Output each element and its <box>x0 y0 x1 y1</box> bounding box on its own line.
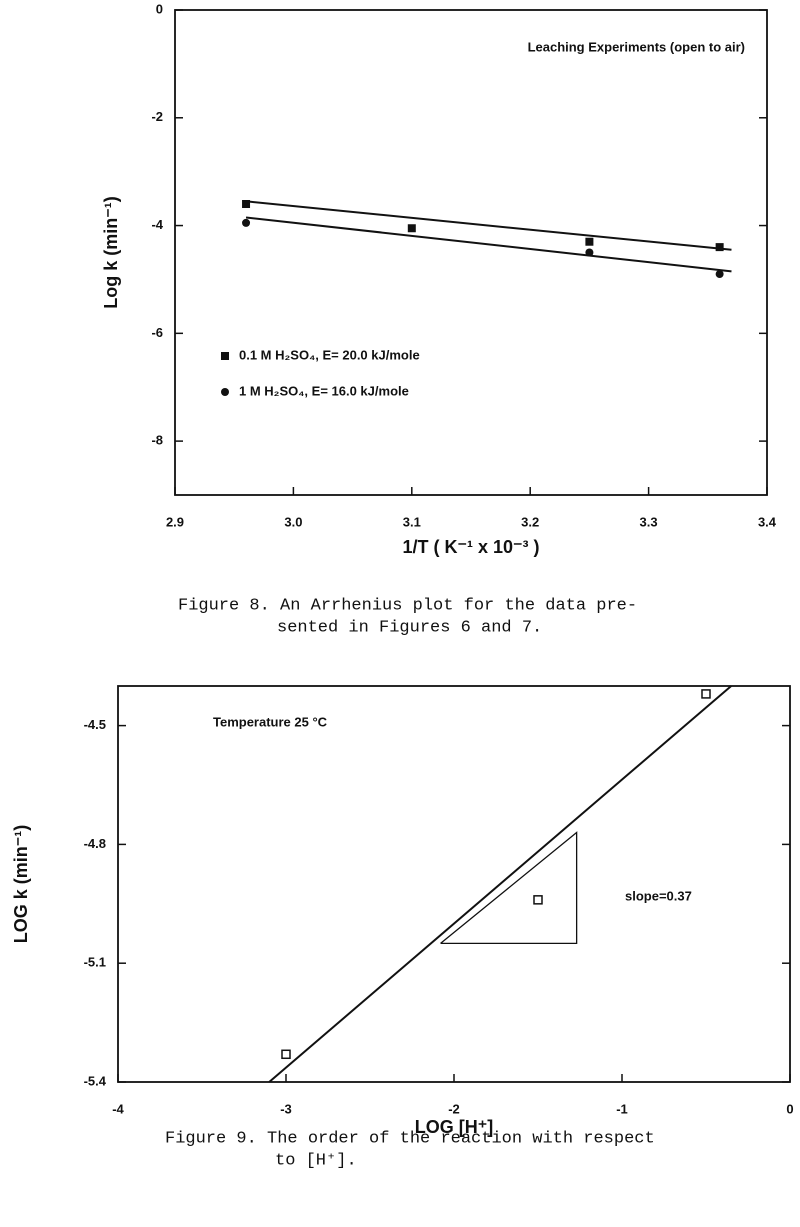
fit-line <box>245 216 732 273</box>
y-tick-label: -4 <box>151 217 163 232</box>
point <box>585 237 594 246</box>
y-tick-label: -5.4 <box>84 1073 107 1088</box>
x-tick-label: 3.3 <box>640 514 658 529</box>
x-tick-label: 3.4 <box>758 514 777 529</box>
annotation: slope=0.37 <box>625 888 692 903</box>
y-tick-label: -8 <box>151 433 163 448</box>
plot-frame <box>117 685 791 1083</box>
fit-line <box>268 685 732 1083</box>
x-tick-label: 3.0 <box>284 514 302 529</box>
point <box>585 248 594 257</box>
x-tick-label: -1 <box>616 1101 628 1116</box>
y-tick-label: -5.1 <box>84 955 106 970</box>
x-tick-label: 3.1 <box>403 514 421 529</box>
x-tick-label: 0 <box>786 1101 793 1116</box>
y-tick-label: 0 <box>156 1 163 16</box>
annotation: Leaching Experiments (open to air) <box>528 39 745 54</box>
x-tick-label: -3 <box>280 1101 292 1116</box>
fit-line <box>245 200 732 251</box>
plot-frame <box>174 9 768 496</box>
legend-marker <box>221 388 229 396</box>
caption: to [H⁺]. <box>275 1151 357 1170</box>
x-axis-label: 1/T ( K⁻¹ x 10⁻³ ) <box>402 537 539 557</box>
caption: Figure 9. The order of the reaction with… <box>165 1129 655 1148</box>
y-tick-label: -6 <box>151 325 163 340</box>
point <box>715 243 724 252</box>
x-axis-label: LOG [H⁺] <box>415 1117 494 1137</box>
x-tick-label: 2.9 <box>166 514 184 529</box>
y-tick-label: -4.5 <box>84 717 106 732</box>
caption: Figure 8. An Arrhenius plot for the data… <box>178 596 637 615</box>
point <box>533 895 543 905</box>
point <box>242 218 251 227</box>
point <box>715 270 724 279</box>
point <box>242 200 251 208</box>
y-axis-label: Log k (min⁻¹) <box>101 196 121 308</box>
y-tick-label: -2 <box>151 109 163 124</box>
point <box>407 224 416 233</box>
x-tick-label: -2 <box>448 1101 460 1116</box>
point <box>281 1049 291 1060</box>
annotation: Temperature 25 °C <box>213 714 328 729</box>
caption: sented in Figures 6 and 7. <box>277 618 542 637</box>
x-tick-label: 3.2 <box>521 514 539 529</box>
slope-triangle <box>440 831 578 945</box>
y-axis-label: LOG k (min⁻¹) <box>11 825 31 944</box>
legend-label: 0.1 M H₂SO₄, E= 20.0 kJ/mole <box>239 347 420 362</box>
legend-label: 1 M H₂SO₄, E= 16.0 kJ/mole <box>239 383 409 398</box>
legend-marker <box>221 352 229 360</box>
y-tick-label: -4.8 <box>84 836 106 851</box>
point <box>701 689 711 699</box>
x-tick-label: -4 <box>112 1101 124 1116</box>
